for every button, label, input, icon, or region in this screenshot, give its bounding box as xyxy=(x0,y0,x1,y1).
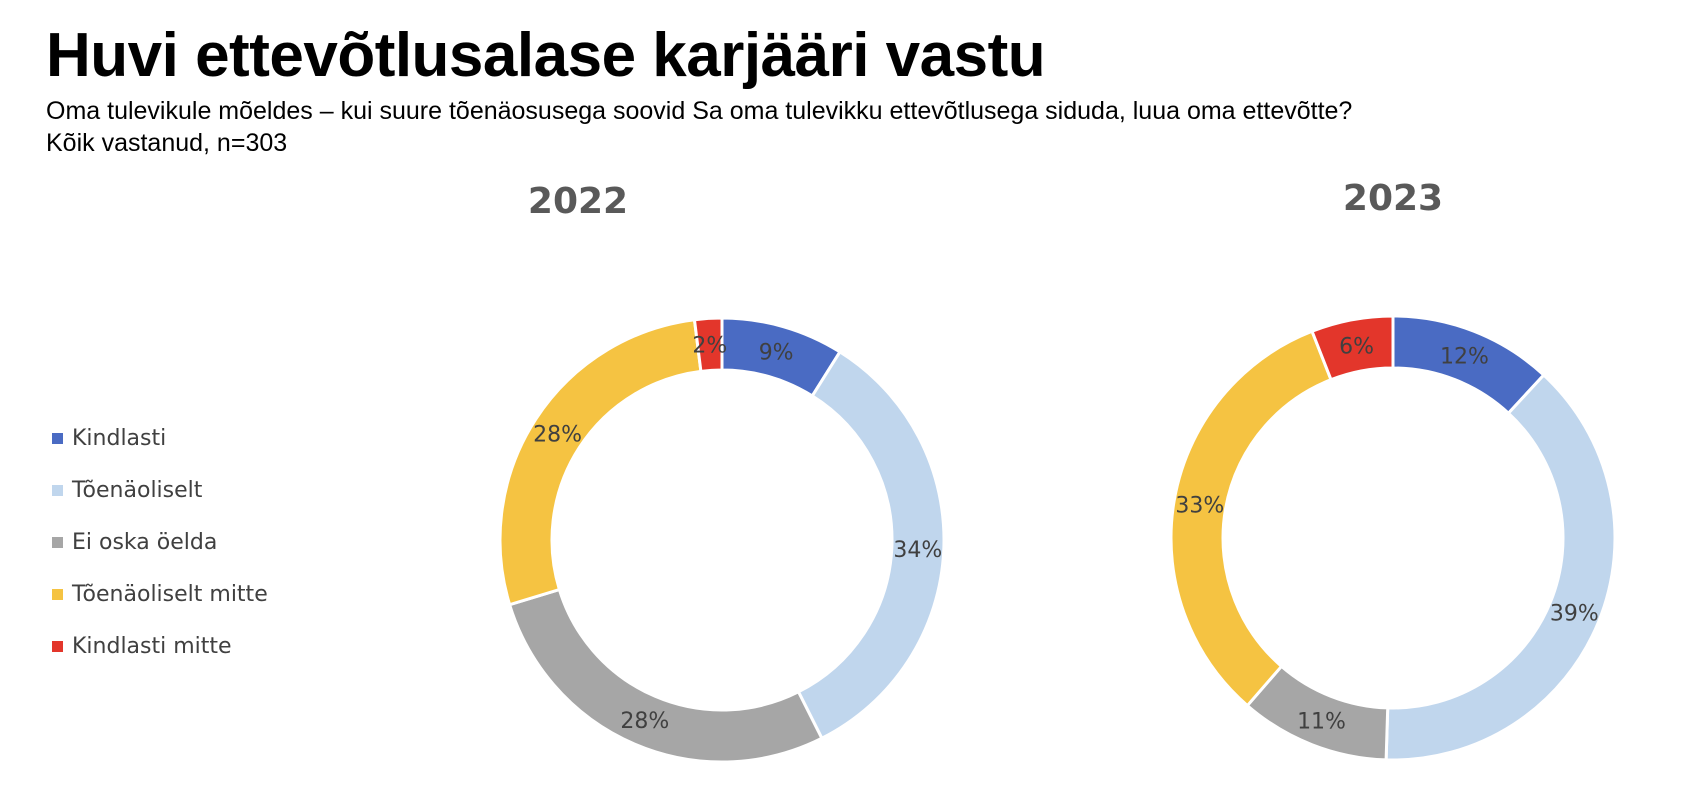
legend-label: Tõenäoliselt mitte xyxy=(72,581,268,607)
legend-label: Ei oska öelda xyxy=(72,529,218,555)
data-label-kindlasti-mitte: 2% xyxy=(692,333,727,358)
data-label-kindlasti: 9% xyxy=(759,341,794,366)
slice-kindlasti-mitte xyxy=(692,316,724,373)
legend-swatch xyxy=(52,484,63,496)
legend-swatch xyxy=(52,432,63,444)
legend-item-kindlasti: Kindlasti xyxy=(52,412,268,464)
chart-title: 2023 xyxy=(1343,178,1443,219)
legend-label: Kindlasti mitte xyxy=(72,633,232,659)
slice-kindlasti-mitte xyxy=(1310,314,1395,382)
legend-item-toenaoliselt: Tõenäoliselt xyxy=(52,464,268,516)
legend-swatch xyxy=(52,588,63,600)
legend-item-toenaoliselt-mitte: Tõenäoliselt mitte xyxy=(52,568,268,620)
data-label-toenaoliselt: 34% xyxy=(893,538,942,563)
data-label-toenaoliselt-mitte: 28% xyxy=(533,422,582,447)
legend-label: Kindlasti xyxy=(72,425,167,451)
data-label-ei-oska-oelda: 11% xyxy=(1297,710,1346,735)
donut-chart-2022: 2022 9% 34% 28% 28% 2% xyxy=(498,181,946,764)
chart-title: 2022 xyxy=(528,181,628,222)
legend-swatch xyxy=(52,640,63,652)
data-label-toenaoliselt-mitte: 33% xyxy=(1175,494,1224,519)
data-label-toenaoliselt: 39% xyxy=(1550,601,1599,626)
chart-subtitle: Oma tulevikule mõeldes – kui suure tõenä… xyxy=(46,97,1353,125)
legend-label: Tõenäoliselt xyxy=(72,477,203,503)
legend-item-kindlasti-mitte: Kindlasti mitte xyxy=(52,620,268,672)
data-label-kindlasti-mitte: 6% xyxy=(1339,334,1374,359)
slice-ei-oska-oelda xyxy=(507,587,824,764)
data-label-ei-oska-oelda: 28% xyxy=(620,709,669,734)
legend-item-ei-oska-oelda: Ei oska öelda xyxy=(52,516,268,568)
chart-legend: Kindlasti Tõenäoliselt Ei oska öelda Tõe… xyxy=(52,412,268,672)
legend-swatch xyxy=(52,536,63,548)
donut-chart-2023: 2023 12% 39% 11% 33% 6% xyxy=(1169,178,1617,762)
data-label-kindlasti: 12% xyxy=(1440,344,1489,369)
page-title: Huvi ettevõtlusalase karjääri vastu xyxy=(46,21,1046,90)
slice-toenaoliselt-mitte xyxy=(498,318,703,607)
sample-base-note: Kõik vastanud, n=303 xyxy=(46,129,288,157)
slice-toenaoliselt xyxy=(1384,372,1617,762)
